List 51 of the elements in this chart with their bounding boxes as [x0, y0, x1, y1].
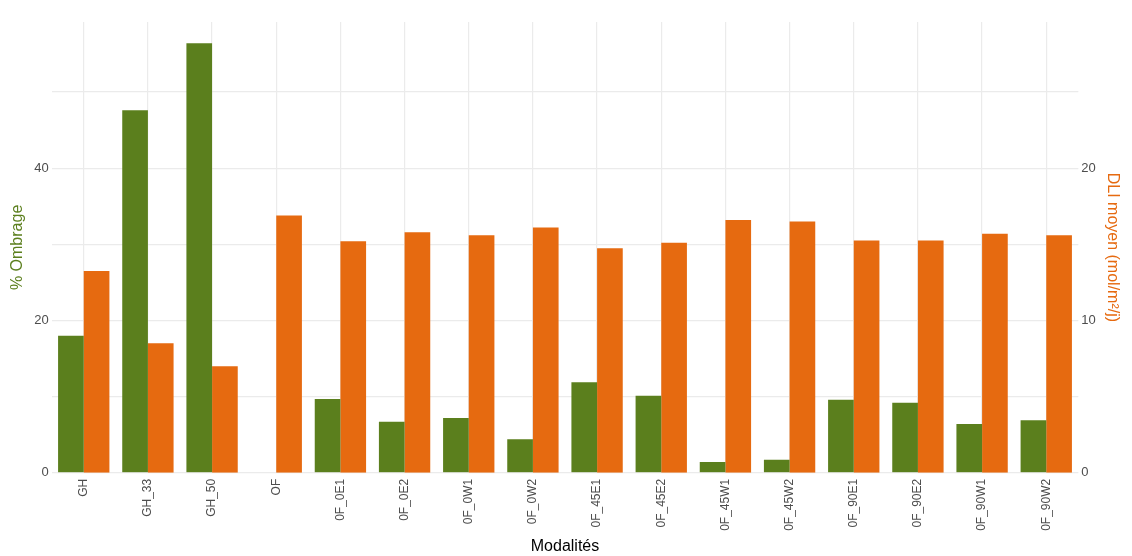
- y2-tick-label: 20: [1081, 159, 1096, 175]
- x-tick-label: 0F_90W1: [974, 478, 989, 531]
- bar: [443, 417, 469, 473]
- bar: [1046, 235, 1072, 473]
- bar: [276, 215, 302, 473]
- bar: [789, 221, 816, 473]
- bar: [982, 233, 1008, 473]
- x-tick-label: OF: [268, 478, 283, 496]
- bar: [828, 399, 854, 473]
- x-tick-label: 0F_45E1: [589, 478, 604, 528]
- y2-tick-label: 10: [1081, 312, 1096, 328]
- x-tick-label: 0F_45W1: [717, 478, 732, 531]
- x-tick-label: GH_33: [140, 478, 155, 517]
- bar: [763, 459, 790, 473]
- bar: [468, 235, 495, 473]
- bar: [404, 232, 431, 473]
- x-tick-label: 0F_90W2: [1038, 478, 1053, 531]
- x-tick-label: 0F_45W2: [781, 478, 796, 531]
- bar: [917, 240, 944, 473]
- y-tick-label: 40: [34, 159, 49, 175]
- bar: [1020, 420, 1047, 473]
- x-tick-label: 0F_0W2: [525, 478, 540, 525]
- bar: [507, 439, 533, 473]
- bar: [532, 227, 559, 473]
- x-tick-label: 0F_45E2: [653, 478, 668, 528]
- bar: [699, 462, 726, 473]
- y-axis-title: % Ombrage: [8, 204, 26, 291]
- y-tick-label: 0: [41, 464, 49, 480]
- bar: [892, 402, 918, 473]
- bar: [725, 219, 752, 473]
- bar: [661, 242, 687, 473]
- y2-axis-title: DLI moyen (mol/m²/j): [1104, 172, 1122, 323]
- bar: [314, 398, 341, 473]
- bar: [853, 240, 880, 473]
- bar: [340, 241, 367, 473]
- y2-tick-label: 0: [1081, 464, 1089, 480]
- bar: [186, 43, 213, 473]
- x-tick-label: 0F_0W1: [461, 478, 476, 525]
- x-tick-label: 0F_90E1: [846, 478, 861, 528]
- y-tick-label: 20: [34, 312, 49, 328]
- bar: [597, 248, 623, 473]
- bar: [956, 424, 983, 473]
- bar: [212, 366, 238, 473]
- x-tick-label: 0F_0E2: [396, 478, 411, 521]
- bar: [378, 421, 405, 473]
- x-tick-label: GH_50: [204, 478, 219, 517]
- x-tick-label: 0F_90E2: [910, 478, 925, 528]
- x-tick-label: 0F_0E1: [332, 478, 347, 521]
- bar: [122, 110, 148, 473]
- x-axis-title: Modalités: [530, 536, 600, 554]
- x-tick-label: GH: [76, 478, 91, 497]
